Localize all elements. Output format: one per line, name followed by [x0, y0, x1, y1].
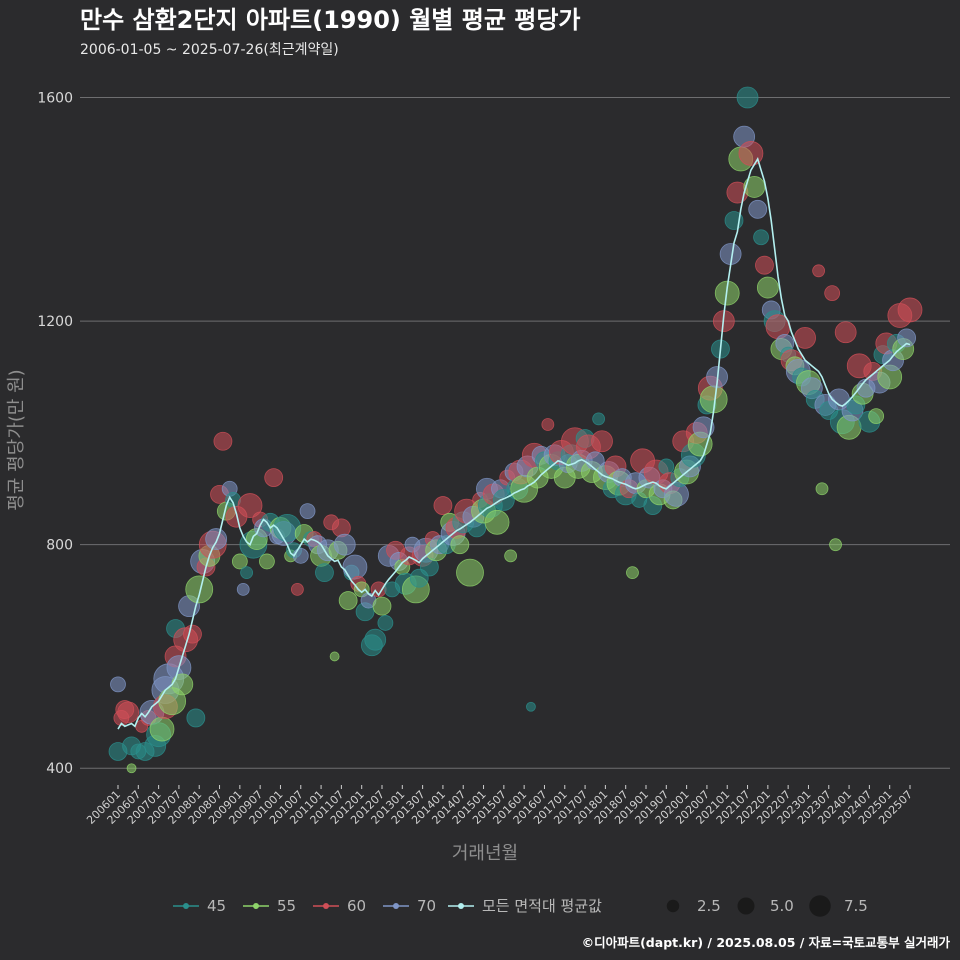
data-point-60-2023-12 — [834, 321, 857, 344]
data-point-60-2016-08 — [541, 418, 555, 431]
y-tick-label-1200: 1200 — [37, 314, 73, 330]
x-axis-title: 거래년월 — [452, 843, 518, 864]
data-point-60-2014-01 — [433, 496, 453, 515]
scatter-points — [108, 86, 923, 774]
y-tick-label-1600: 1600 — [37, 91, 73, 107]
chart-subtitle: 2006-01-05 ~ 2025-07-26(최근계약일) — [80, 42, 339, 58]
data-point-55-2021-09 — [743, 176, 766, 198]
data-point-55-2015-09 — [504, 549, 518, 563]
data-point-60-2017-12 — [591, 430, 613, 453]
data-point-45-2012-08 — [377, 615, 394, 631]
data-point-55-2012-07 — [372, 596, 392, 616]
data-point-60-2023-04 — [812, 264, 826, 278]
legend-marker-70 — [393, 903, 399, 909]
data-point-45-2009-03 — [240, 566, 254, 580]
legend-marker-55 — [253, 903, 259, 909]
data-point-55-2009-01 — [231, 553, 248, 570]
legend-size-marker-7.5 — [809, 895, 831, 917]
legend-marker-45 — [183, 903, 189, 909]
legend-marker-60 — [323, 903, 329, 909]
data-point-45-2021-11 — [753, 229, 769, 246]
data-point-70-2011-11 — [342, 554, 368, 580]
legend-label-60: 60 — [347, 897, 366, 915]
data-point-55-2007-02 — [149, 716, 175, 742]
data-point-60-2010-06 — [290, 582, 304, 596]
data-point-55-2011-09 — [338, 591, 358, 610]
data-point-55-2006-05 — [126, 763, 137, 774]
data-point-55-2023-05 — [815, 482, 829, 496]
data-point-45-2012-05 — [364, 628, 387, 651]
data-point-55-2014-06 — [450, 535, 470, 555]
data-point-60-2022-12 — [794, 326, 816, 349]
legend-label-55: 55 — [277, 897, 296, 915]
y-tick-label-800: 800 — [46, 538, 73, 554]
data-point-55-2009-09 — [259, 553, 275, 570]
legend-label-70: 70 — [417, 897, 436, 915]
data-point-60-2006-04 — [117, 701, 140, 724]
legend-marker-모든 면적대 평균값 — [458, 903, 464, 909]
data-point-70-2008-06 — [205, 528, 228, 550]
data-point-70-2010-07 — [292, 547, 309, 564]
data-point-70-2009-02 — [236, 582, 250, 596]
legend-size-label-2.5: 2.5 — [697, 897, 721, 915]
data-point-55-2022-01 — [756, 276, 779, 299]
source-caption: ©디아파트(dapt.kr) / 2025.08.05 / 자료=국토교통부 실… — [582, 935, 951, 950]
data-point-70-2010-09 — [299, 503, 316, 520]
data-point-45-2021-07 — [736, 86, 759, 109]
data-point-55-2018-09 — [626, 566, 639, 580]
data-point-70-2020-06 — [692, 416, 715, 439]
legend: 45 55 60 70 모든 면적대 평균값 2.5 5.0 7.5 — [173, 895, 868, 917]
data-point-55-2015-05 — [484, 509, 510, 535]
legend-label-모든 면적대 평균값: 모든 면적대 평균값 — [482, 897, 602, 915]
data-point-55-2014-09 — [456, 558, 484, 587]
data-point-55-2011-05 — [329, 651, 340, 662]
data-point-70-2006-01 — [110, 676, 126, 693]
legend-size-label-5.0: 5.0 — [770, 897, 794, 915]
data-point-60-2008-08 — [213, 431, 233, 451]
data-point-70-2011-08 — [333, 533, 356, 556]
data-point-55-2007-08 — [171, 673, 194, 696]
legend-size-marker-2.5 — [666, 899, 680, 913]
data-point-60-2025-07 — [897, 297, 923, 323]
data-point-60-2009-11 — [264, 468, 284, 487]
data-point-70-2021-10 — [748, 199, 768, 219]
data-point-60-2009-04 — [237, 493, 263, 518]
data-point-45-2017-11 — [592, 412, 606, 426]
y-axis-ticks: 400 800 1200 1600 — [37, 91, 73, 778]
average-trend-line — [117, 157, 911, 730]
data-point-45-2011-02 — [315, 563, 334, 583]
data-point-45-2016-03 — [526, 701, 536, 712]
y-axis-title: 평균 평당가(만 원) — [6, 369, 27, 510]
data-point-70-2025-06 — [897, 328, 917, 348]
data-point-55-2023-09 — [829, 538, 842, 552]
chart-title: 만수 삼환2단지 아파트(1990) 월별 평균 평당가 — [80, 6, 581, 34]
data-point-45-2019-07 — [658, 458, 675, 475]
data-point-60-2007-11 — [183, 624, 202, 644]
legend-size-label-7.5: 7.5 — [844, 897, 868, 915]
legend-label-45: 45 — [207, 897, 226, 915]
legend-size-marker-5.0 — [737, 897, 755, 915]
data-point-45-2007-12 — [186, 708, 206, 728]
data-point-55-2008-01 — [185, 575, 214, 604]
data-point-55-2024-09 — [868, 408, 885, 425]
y-tick-label-400: 400 — [46, 761, 73, 777]
data-point-60-2023-08 — [824, 285, 841, 302]
data-point-60-2021-12 — [755, 255, 774, 275]
